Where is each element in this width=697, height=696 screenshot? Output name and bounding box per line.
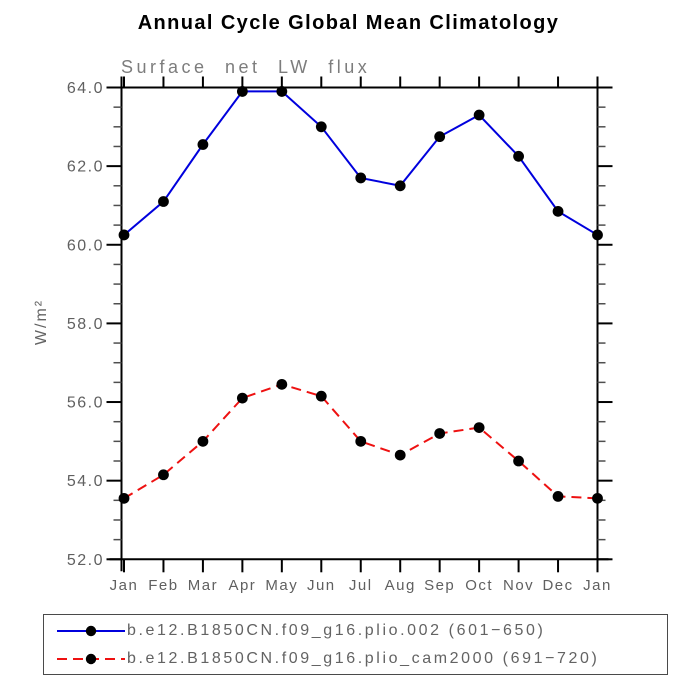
data-point (236, 392, 248, 404)
x-tick-label: Aug (385, 577, 416, 594)
data-point (315, 121, 327, 133)
y-tick-label: 62.0 (67, 159, 104, 176)
data-point (473, 422, 485, 433)
data-point (434, 428, 446, 439)
data-point (552, 205, 564, 217)
series-0 (118, 86, 603, 241)
data-point (434, 131, 446, 143)
data-point (513, 150, 524, 162)
y-tick-label: 52.0 (67, 552, 104, 569)
legend-solid-line-icon (57, 625, 125, 636)
data-point (394, 449, 406, 461)
y-axis-ticks (106, 86, 613, 561)
x-tick-label: Nov (503, 577, 534, 594)
legend-item-1: b.e12.B1850CN.f09_g16.plio_cam2000 (691−… (57, 645, 667, 673)
plot-area: 52.0 54.0 56.0 58.0 60.0 62.0 64.0 Jan Feb Mar Apr… (67, 76, 613, 594)
x-tick-label: Apr (228, 577, 256, 594)
chart-subtitle: Surface net LW flux (121, 57, 371, 77)
y-tick-label: 58.0 (67, 316, 104, 333)
x-tick-label: Mar (188, 577, 218, 594)
data-point (197, 435, 209, 447)
data-point (118, 492, 130, 504)
data-point (236, 86, 248, 97)
x-tick-label: Jan (583, 577, 612, 594)
data-point (315, 390, 327, 402)
data-point (355, 172, 367, 184)
data-point (552, 490, 564, 502)
x-tick-label: Jan (110, 577, 139, 594)
data-point (513, 455, 524, 467)
data-point (473, 109, 485, 121)
data-point (276, 86, 288, 97)
data-point (592, 229, 603, 241)
legend-item-0: b.e12.B1850CN.f09_g16.plio.002 (601−650) (57, 617, 667, 645)
series-line-0 (123, 90, 599, 236)
y-tick-label: 60.0 (67, 237, 104, 254)
x-tick-label: Sep (424, 577, 455, 594)
legend-dashed-line-icon (57, 653, 125, 664)
data-point (158, 196, 169, 207)
data-point (276, 378, 288, 390)
data-point (118, 229, 130, 241)
legend-label-1: b.e12.B1850CN.f09_g16.plio_cam2000 (691−… (127, 649, 600, 667)
x-tick-label: May (265, 577, 298, 594)
y-tick-label: 54.0 (67, 473, 104, 490)
x-axis-ticks (123, 76, 599, 573)
data-point (592, 492, 603, 504)
x-tick-label: Oct (465, 577, 493, 594)
y-tick-label: 64.0 (67, 80, 104, 97)
x-tick-label: Feb (148, 577, 178, 594)
data-point (158, 469, 169, 481)
legend-label-0: b.e12.B1850CN.f09_g16.plio.002 (601−650) (127, 621, 546, 639)
x-axis-tick-labels: Jan Feb Mar Apr May Jun Jul Aug Sep Oct Nov Dec Jan (110, 577, 612, 594)
y-tick-label: 56.0 (67, 395, 104, 412)
legend-box: b.e12.B1850CN.f09_g16.plio.002 (601−650)… (43, 614, 668, 675)
plot-frame (109, 76, 609, 572)
series-1 (118, 378, 603, 504)
x-tick-label: Jul (349, 577, 373, 594)
data-point (355, 435, 367, 447)
y-axis-tick-labels: 52.0 54.0 56.0 58.0 60.0 62.0 64.0 (67, 80, 104, 569)
data-point (394, 180, 406, 192)
data-point (197, 139, 209, 150)
x-tick-label: Dec (542, 577, 573, 594)
chart-title: Annual Cycle Global Mean Climatology (137, 12, 560, 34)
x-tick-label: Jun (307, 577, 336, 594)
